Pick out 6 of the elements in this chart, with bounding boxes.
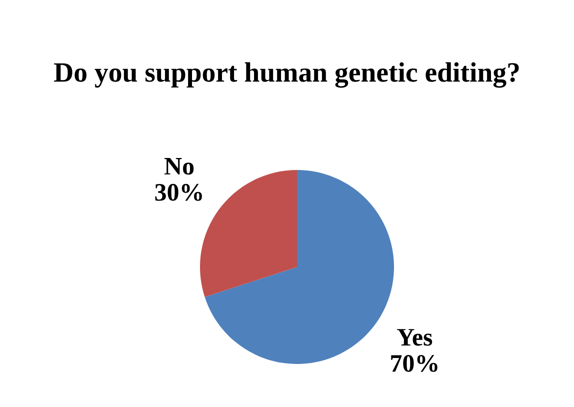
data-label: 70%	[391, 354, 438, 372]
slice-label: Yes	[397, 329, 432, 346]
chart-title: Do you support human genetic editing?	[54, 62, 519, 88]
data-label: 30%	[155, 184, 202, 201]
pie-slice	[200, 170, 297, 297]
slice-label: No	[164, 158, 194, 175]
